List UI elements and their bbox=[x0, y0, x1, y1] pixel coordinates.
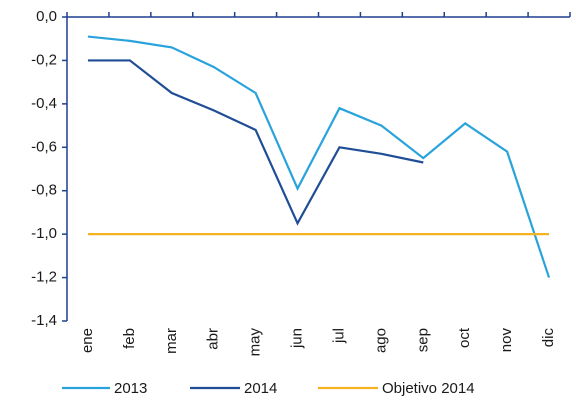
y-tick-label: -1,0 bbox=[31, 225, 57, 242]
x-tick-label: may bbox=[247, 328, 264, 357]
x-tick-label: abr bbox=[205, 328, 222, 350]
x-tick-label: mar bbox=[163, 328, 180, 354]
x-tick-label: ago bbox=[372, 328, 389, 353]
y-tick-label: -0,6 bbox=[31, 138, 57, 155]
x-tick-label: jun bbox=[289, 328, 306, 349]
x-tick-label: jul bbox=[330, 328, 347, 344]
y-tick-label: -0,4 bbox=[31, 95, 57, 112]
legend-label: Objetivo 2014 bbox=[382, 380, 475, 397]
x-tick-label: nov bbox=[498, 328, 515, 353]
series-line bbox=[87, 59, 424, 226]
x-tick-label: ene bbox=[79, 328, 96, 353]
y-tick-label: -1,4 bbox=[31, 312, 57, 329]
x-tick-label: sep bbox=[414, 328, 431, 352]
y-tick-label: 0,0 bbox=[36, 8, 57, 25]
x-tick-label: dic bbox=[540, 328, 557, 348]
legend-label: 2013 bbox=[114, 380, 147, 397]
y-tick-label: -0,8 bbox=[31, 182, 57, 199]
y-tick-label: -0,2 bbox=[31, 51, 57, 68]
series-line bbox=[87, 35, 551, 278]
y-tick-label: -1,2 bbox=[31, 269, 57, 286]
legend-label: 2014 bbox=[244, 380, 277, 397]
x-tick-label: oct bbox=[456, 327, 473, 348]
x-tick-label: feb bbox=[121, 328, 138, 349]
